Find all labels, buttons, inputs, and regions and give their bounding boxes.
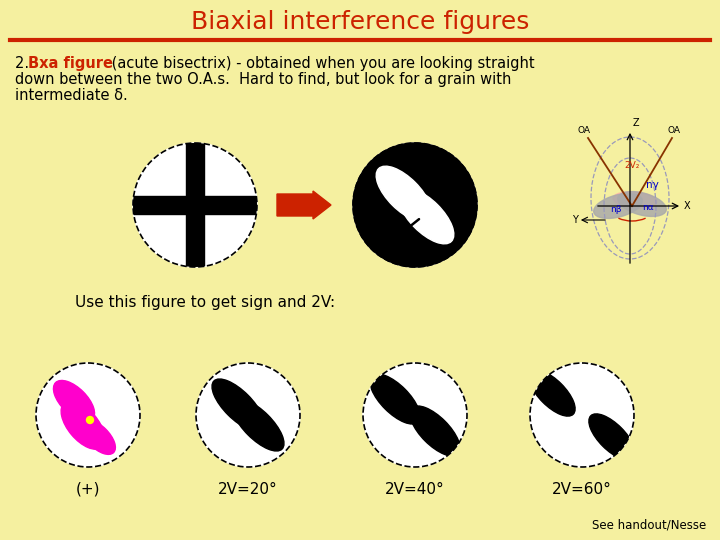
- Text: nβ: nβ: [610, 205, 621, 214]
- Ellipse shape: [53, 381, 94, 422]
- Ellipse shape: [232, 399, 284, 451]
- Ellipse shape: [376, 166, 431, 221]
- Text: Biaxial interference figures: Biaxial interference figures: [191, 10, 529, 34]
- Text: 2V=20°: 2V=20°: [218, 482, 278, 497]
- Text: nα: nα: [642, 203, 654, 212]
- Text: OA: OA: [668, 126, 681, 135]
- Ellipse shape: [618, 192, 666, 217]
- Circle shape: [353, 143, 477, 267]
- Text: 2V=40°: 2V=40°: [385, 482, 445, 497]
- Circle shape: [133, 143, 257, 267]
- Ellipse shape: [613, 192, 657, 208]
- Bar: [132, 197, 258, 214]
- Ellipse shape: [212, 379, 264, 431]
- Text: (acute bisectrix) - obtained when you are looking straight: (acute bisectrix) - obtained when you ar…: [107, 56, 535, 71]
- Text: nγ: nγ: [646, 180, 659, 190]
- Circle shape: [530, 363, 634, 467]
- Text: X: X: [684, 201, 690, 211]
- Bar: [186, 143, 204, 268]
- Text: Bxa figure: Bxa figure: [28, 56, 113, 71]
- Text: down between the two O.A.s.  Hard to find, but look for a grain with: down between the two O.A.s. Hard to find…: [15, 72, 511, 87]
- Ellipse shape: [410, 406, 460, 456]
- Text: 2V₂: 2V₂: [624, 161, 639, 170]
- Circle shape: [363, 363, 467, 467]
- Text: intermediate δ.: intermediate δ.: [15, 88, 127, 103]
- Ellipse shape: [594, 193, 642, 219]
- Ellipse shape: [589, 414, 635, 460]
- Ellipse shape: [398, 188, 454, 244]
- Text: See handout/Nesse: See handout/Nesse: [592, 519, 706, 532]
- Text: Y: Y: [572, 215, 578, 225]
- Text: Use this figure to get sign and 2V:: Use this figure to get sign and 2V:: [75, 295, 335, 310]
- Text: 2.: 2.: [15, 56, 34, 71]
- Text: OA: OA: [577, 126, 590, 135]
- Ellipse shape: [529, 370, 575, 416]
- Circle shape: [36, 363, 140, 467]
- FancyArrow shape: [277, 191, 331, 219]
- Ellipse shape: [61, 401, 105, 449]
- Circle shape: [86, 416, 94, 423]
- Ellipse shape: [81, 420, 115, 454]
- Text: 2V=60°: 2V=60°: [552, 482, 612, 497]
- Text: (+): (+): [76, 482, 100, 497]
- Text: Z: Z: [633, 118, 639, 128]
- Circle shape: [196, 363, 300, 467]
- Circle shape: [353, 143, 477, 267]
- Ellipse shape: [370, 374, 420, 424]
